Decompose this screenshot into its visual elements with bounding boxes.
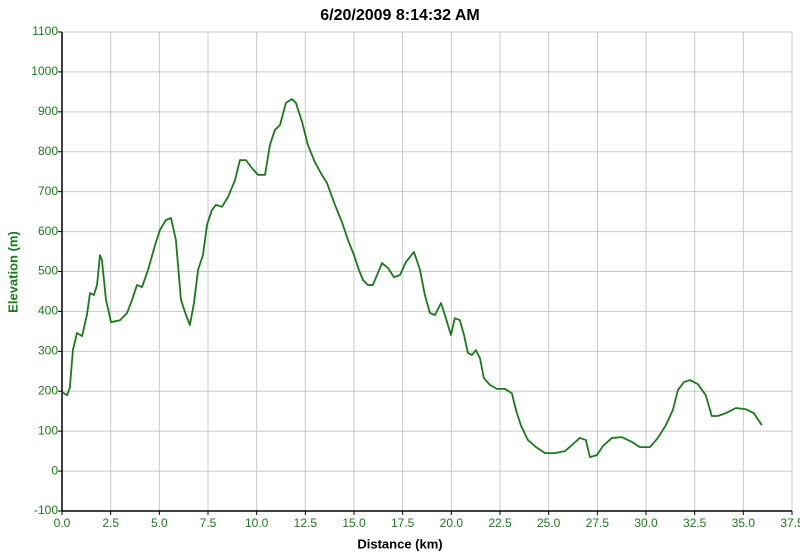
x-tick-label: 20.0 <box>440 516 464 530</box>
x-tick-label: 22.5 <box>488 516 512 530</box>
y-tick-label: 900 <box>38 104 58 118</box>
x-tick-label: 35.0 <box>732 516 756 530</box>
x-tick-label: 0.0 <box>54 516 71 530</box>
x-tick-label: 32.5 <box>683 516 707 530</box>
y-tick-label: 400 <box>38 304 58 318</box>
y-tick-label: -100 <box>34 503 58 517</box>
y-tick-label: 0 <box>51 463 58 477</box>
x-tick-label: 12.5 <box>294 516 318 530</box>
x-tick-label: 17.5 <box>391 516 415 530</box>
y-tick-label: 800 <box>38 144 58 158</box>
y-tick-label: 1000 <box>31 64 58 78</box>
y-tick-label: 300 <box>38 344 58 358</box>
x-tick-label: 37.5 <box>780 516 800 530</box>
x-tick-label: 7.5 <box>200 516 217 530</box>
y-tick-label: 600 <box>38 224 58 238</box>
x-tick-label: 30.0 <box>634 516 658 530</box>
y-tick-label: 100 <box>38 423 58 437</box>
x-tick-label: 5.0 <box>151 516 168 530</box>
x-tick-label: 10.0 <box>245 516 269 530</box>
x-tick-label: 25.0 <box>537 516 561 530</box>
y-axis-label: Elevation (m) <box>5 231 20 313</box>
y-tick-label: 1100 <box>32 24 58 38</box>
grid: -100 0 100 200 300 400 500 600 700 800 900 1000 1100… <box>31 24 800 530</box>
y-tick-label: 700 <box>38 184 58 198</box>
x-tick-label: 2.5 <box>102 516 119 530</box>
y-tick-label: 200 <box>38 383 58 397</box>
x-tick-label: 27.5 <box>586 516 610 530</box>
y-tick-label: 500 <box>38 264 58 278</box>
x-axis-label: Distance (km) <box>357 536 442 551</box>
elevation-line <box>61 98 763 459</box>
plot <box>61 98 763 459</box>
x-tick-label: 15.0 <box>342 516 366 530</box>
chart-title: 6/20/2009 8:14:32 AM <box>320 7 480 24</box>
